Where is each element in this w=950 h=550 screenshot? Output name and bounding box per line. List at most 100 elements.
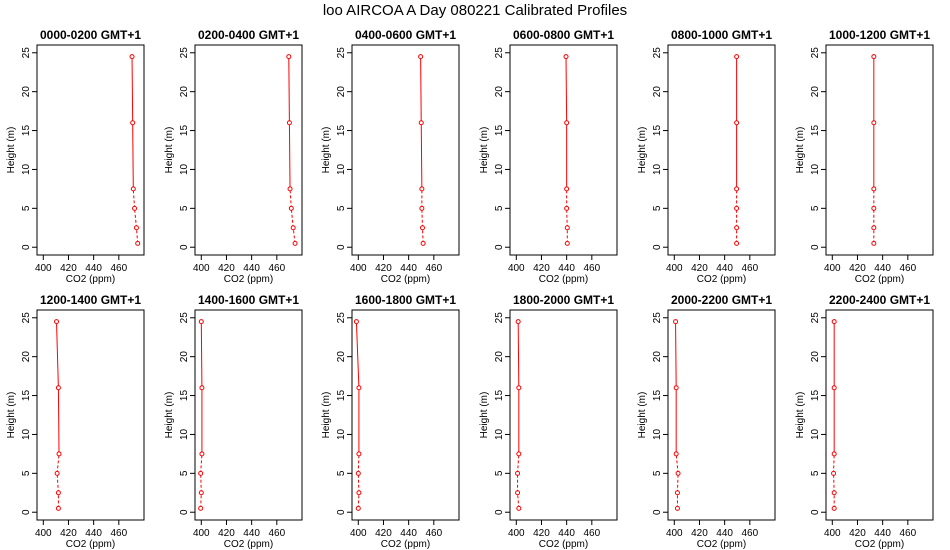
data-point [734, 205, 740, 211]
y-tick-label: 5 [179, 205, 190, 211]
plot-frame [509, 309, 618, 521]
data-point [564, 186, 570, 192]
x-tick-label: 420 [849, 263, 866, 274]
y-axis-label: Height (m) [164, 392, 175, 439]
x-tick-label: 400 [666, 528, 683, 539]
x-tick-label: 400 [350, 263, 367, 274]
data-point [198, 470, 204, 476]
y-tick-label: 0 [494, 509, 505, 515]
y-tick-label: 25 [494, 47, 505, 59]
y-tick-label: 10 [810, 163, 821, 175]
plot-frame [825, 309, 934, 521]
x-axis-label: CO2 (ppm) [381, 274, 430, 285]
y-axis-label: Height (m) [321, 127, 332, 174]
profile-segment [675, 321, 677, 388]
y-axis-label: Height (m) [6, 127, 17, 174]
profile-segment [357, 473, 360, 493]
x-tick-label: 400 [193, 263, 210, 274]
data-point [356, 490, 362, 496]
x-tick-label: 440 [558, 263, 575, 274]
plot-frame [825, 44, 934, 256]
profile-segment [132, 122, 134, 189]
y-axis-label: Height (m) [321, 392, 332, 439]
y-tick-label: 5 [21, 470, 32, 476]
profile-segment [200, 473, 202, 493]
data-point [831, 505, 837, 511]
x-tick-label: 440 [716, 263, 733, 274]
data-point [54, 319, 60, 325]
y-tick-label: 25 [179, 312, 190, 324]
data-point [564, 205, 570, 211]
y-tick-label: 0 [336, 244, 347, 250]
data-point [133, 225, 139, 231]
plot-frame [351, 44, 460, 256]
panel-title: 0400-0600 GMT+1 [355, 28, 456, 42]
data-point [674, 505, 680, 511]
y-tick-label: 5 [21, 205, 32, 211]
data-point [55, 490, 61, 496]
panel-title: 1600-1800 GMT+1 [355, 293, 456, 307]
x-tick-label: 420 [533, 528, 550, 539]
y-axis-label: Height (m) [637, 127, 648, 174]
x-tick-label: 420 [60, 263, 77, 274]
data-point [831, 490, 837, 496]
y-tick-label: 10 [21, 163, 32, 175]
data-point [734, 54, 740, 60]
x-tick-label: 460 [741, 263, 758, 274]
y-tick-label: 5 [179, 470, 190, 476]
profile-segment [290, 208, 294, 228]
y-tick-label: 10 [652, 428, 663, 440]
y-tick-label: 5 [810, 470, 821, 476]
y-tick-label: 25 [21, 312, 32, 324]
data-point [420, 240, 426, 246]
x-tick-label: 460 [583, 263, 600, 274]
y-tick-label: 10 [652, 163, 663, 175]
panel-title: 2000-2200 GMT+1 [671, 293, 772, 307]
y-tick-label: 15 [336, 390, 347, 402]
y-tick-label: 25 [652, 312, 663, 324]
x-tick-label: 460 [110, 528, 127, 539]
profile-segment [288, 122, 291, 189]
plot-frame [667, 309, 776, 521]
x-tick-label: 400 [666, 263, 683, 274]
y-tick-label: 0 [179, 509, 190, 515]
profile-segment [517, 453, 520, 474]
data-point [673, 319, 679, 325]
y-tick-label: 5 [336, 205, 347, 211]
x-tick-label: 460 [741, 528, 758, 539]
data-point [871, 225, 877, 231]
x-axis-label: CO2 (ppm) [381, 539, 430, 550]
y-tick-label: 0 [652, 244, 663, 250]
y-tick-label: 10 [336, 163, 347, 175]
x-tick-label: 440 [243, 528, 260, 539]
x-axis-label: CO2 (ppm) [539, 274, 588, 285]
y-tick-label: 20 [179, 351, 190, 363]
y-tick-label: 15 [494, 390, 505, 402]
y-axis-label: Height (m) [637, 392, 648, 439]
y-axis-label: Height (m) [164, 127, 175, 174]
x-tick-label: 460 [268, 528, 285, 539]
plot-frame [36, 309, 145, 521]
profile-segment [200, 453, 203, 474]
y-tick-label: 15 [21, 125, 32, 137]
y-tick-label: 0 [652, 509, 663, 515]
data-point [515, 470, 521, 476]
plot-frame [194, 44, 303, 256]
profile-segment [517, 492, 520, 509]
data-point [356, 451, 362, 457]
y-tick-label: 0 [21, 509, 32, 515]
data-point [674, 490, 680, 496]
plot-frame [194, 309, 303, 521]
panel-title: 1000-1200 GMT+1 [829, 28, 930, 42]
x-tick-label: 460 [899, 528, 916, 539]
data-point [516, 451, 522, 457]
x-tick-label: 460 [110, 263, 127, 274]
x-tick-label: 460 [899, 263, 916, 274]
data-point [55, 505, 61, 511]
profile-segment [420, 122, 423, 189]
x-tick-label: 460 [583, 528, 600, 539]
plot-frame [509, 44, 618, 256]
